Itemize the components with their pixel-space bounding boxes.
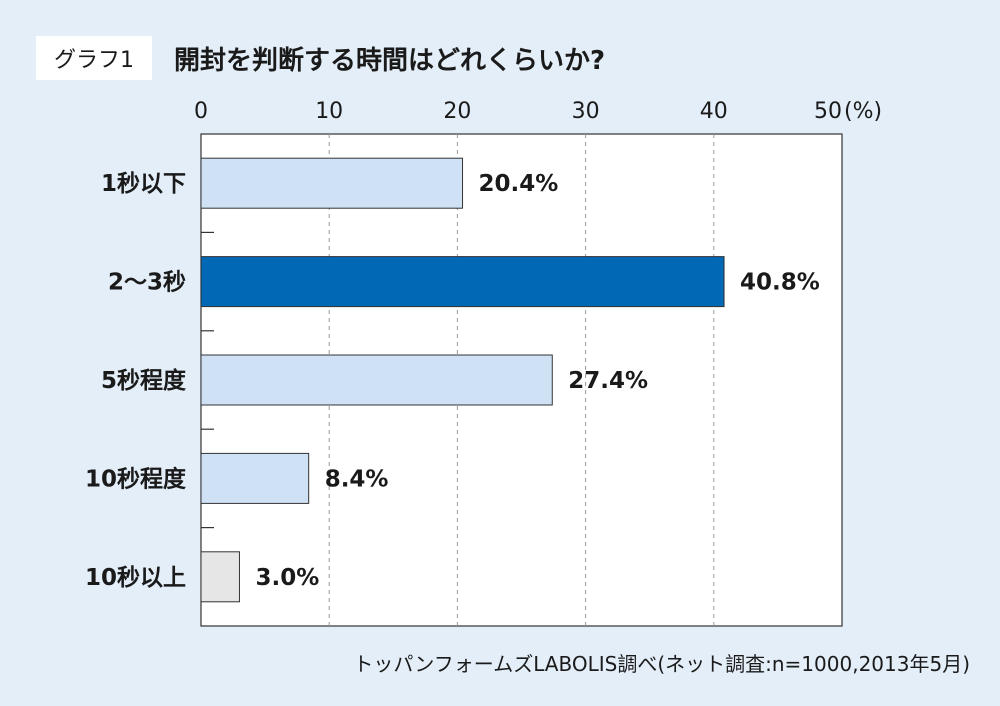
bar xyxy=(200,452,310,504)
bar xyxy=(200,157,464,209)
value-label: 20.4% xyxy=(479,171,559,197)
category-label: 5秒程度 xyxy=(101,367,187,394)
x-unit-label: (%) xyxy=(844,99,882,124)
chart-title: 開封を判断する時間はどれくらいか? xyxy=(174,46,606,76)
x-tick-label: 30 xyxy=(572,99,600,124)
graph-number-badge: グラフ1 xyxy=(36,36,152,80)
x-tick-label: 50 xyxy=(814,99,842,124)
bar xyxy=(200,551,240,603)
x-tick-label: 20 xyxy=(443,99,471,124)
category-label: 10秒程度 xyxy=(85,465,187,492)
category-label: 10秒以上 xyxy=(85,565,186,591)
value-label: 27.4% xyxy=(568,368,648,394)
bar xyxy=(200,256,725,308)
x-tick-label: 10 xyxy=(315,99,343,124)
category-label: 2〜3秒 xyxy=(108,270,186,296)
x-tick-label: 40 xyxy=(700,99,728,124)
value-label: 8.4% xyxy=(325,466,389,492)
value-label: 3.0% xyxy=(255,565,319,591)
x-tick-label: 0 xyxy=(194,99,208,124)
source-note: トッパンフォームズLABOLIS調べ(ネット調査:n=1000,2013年5月) xyxy=(353,652,970,676)
bar xyxy=(200,354,553,406)
graph-number-label: グラフ1 xyxy=(54,48,134,73)
category-label: 1秒以下 xyxy=(101,171,186,197)
value-label: 40.8% xyxy=(740,270,820,296)
